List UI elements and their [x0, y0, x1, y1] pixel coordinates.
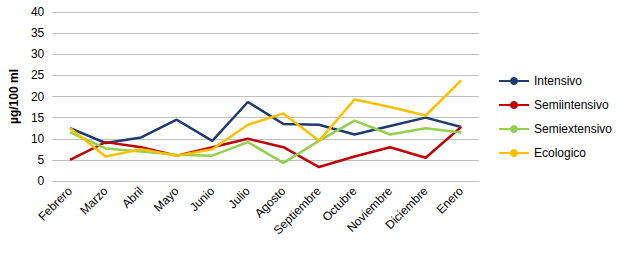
- svg-text:25: 25: [31, 68, 45, 82]
- svg-text:Octubre: Octubre: [319, 184, 360, 225]
- svg-text:µg/100 ml: µg/100 ml: [7, 69, 21, 124]
- svg-text:35: 35: [31, 26, 45, 40]
- svg-text:Diciembre: Diciembre: [383, 184, 431, 232]
- svg-text:Semiextensivo: Semiextensivo: [534, 122, 612, 136]
- svg-text:Agosto: Agosto: [252, 184, 289, 221]
- svg-text:Febrero: Febrero: [35, 184, 75, 224]
- svg-text:5: 5: [38, 153, 45, 167]
- svg-text:Marzo: Marzo: [77, 184, 111, 218]
- svg-text:Septiembre: Septiembre: [271, 184, 324, 237]
- svg-text:10: 10: [31, 132, 45, 146]
- svg-text:Intensivo: Intensivo: [534, 74, 582, 88]
- svg-text:Julio: Julio: [225, 184, 253, 212]
- svg-text:Ecologico: Ecologico: [534, 146, 586, 160]
- svg-text:0: 0: [38, 174, 45, 188]
- svg-text:40: 40: [31, 5, 45, 19]
- svg-text:30: 30: [31, 47, 45, 61]
- svg-text:Semiintensivo: Semiintensivo: [534, 98, 609, 112]
- svg-text:Junio: Junio: [187, 184, 217, 214]
- svg-text:20: 20: [31, 90, 45, 104]
- svg-text:Mayo: Mayo: [151, 184, 182, 215]
- svg-text:Enero: Enero: [434, 184, 467, 217]
- svg-text:Abril: Abril: [119, 184, 146, 211]
- svg-text:15: 15: [31, 111, 45, 125]
- svg-text:Noviembre: Noviembre: [344, 184, 395, 235]
